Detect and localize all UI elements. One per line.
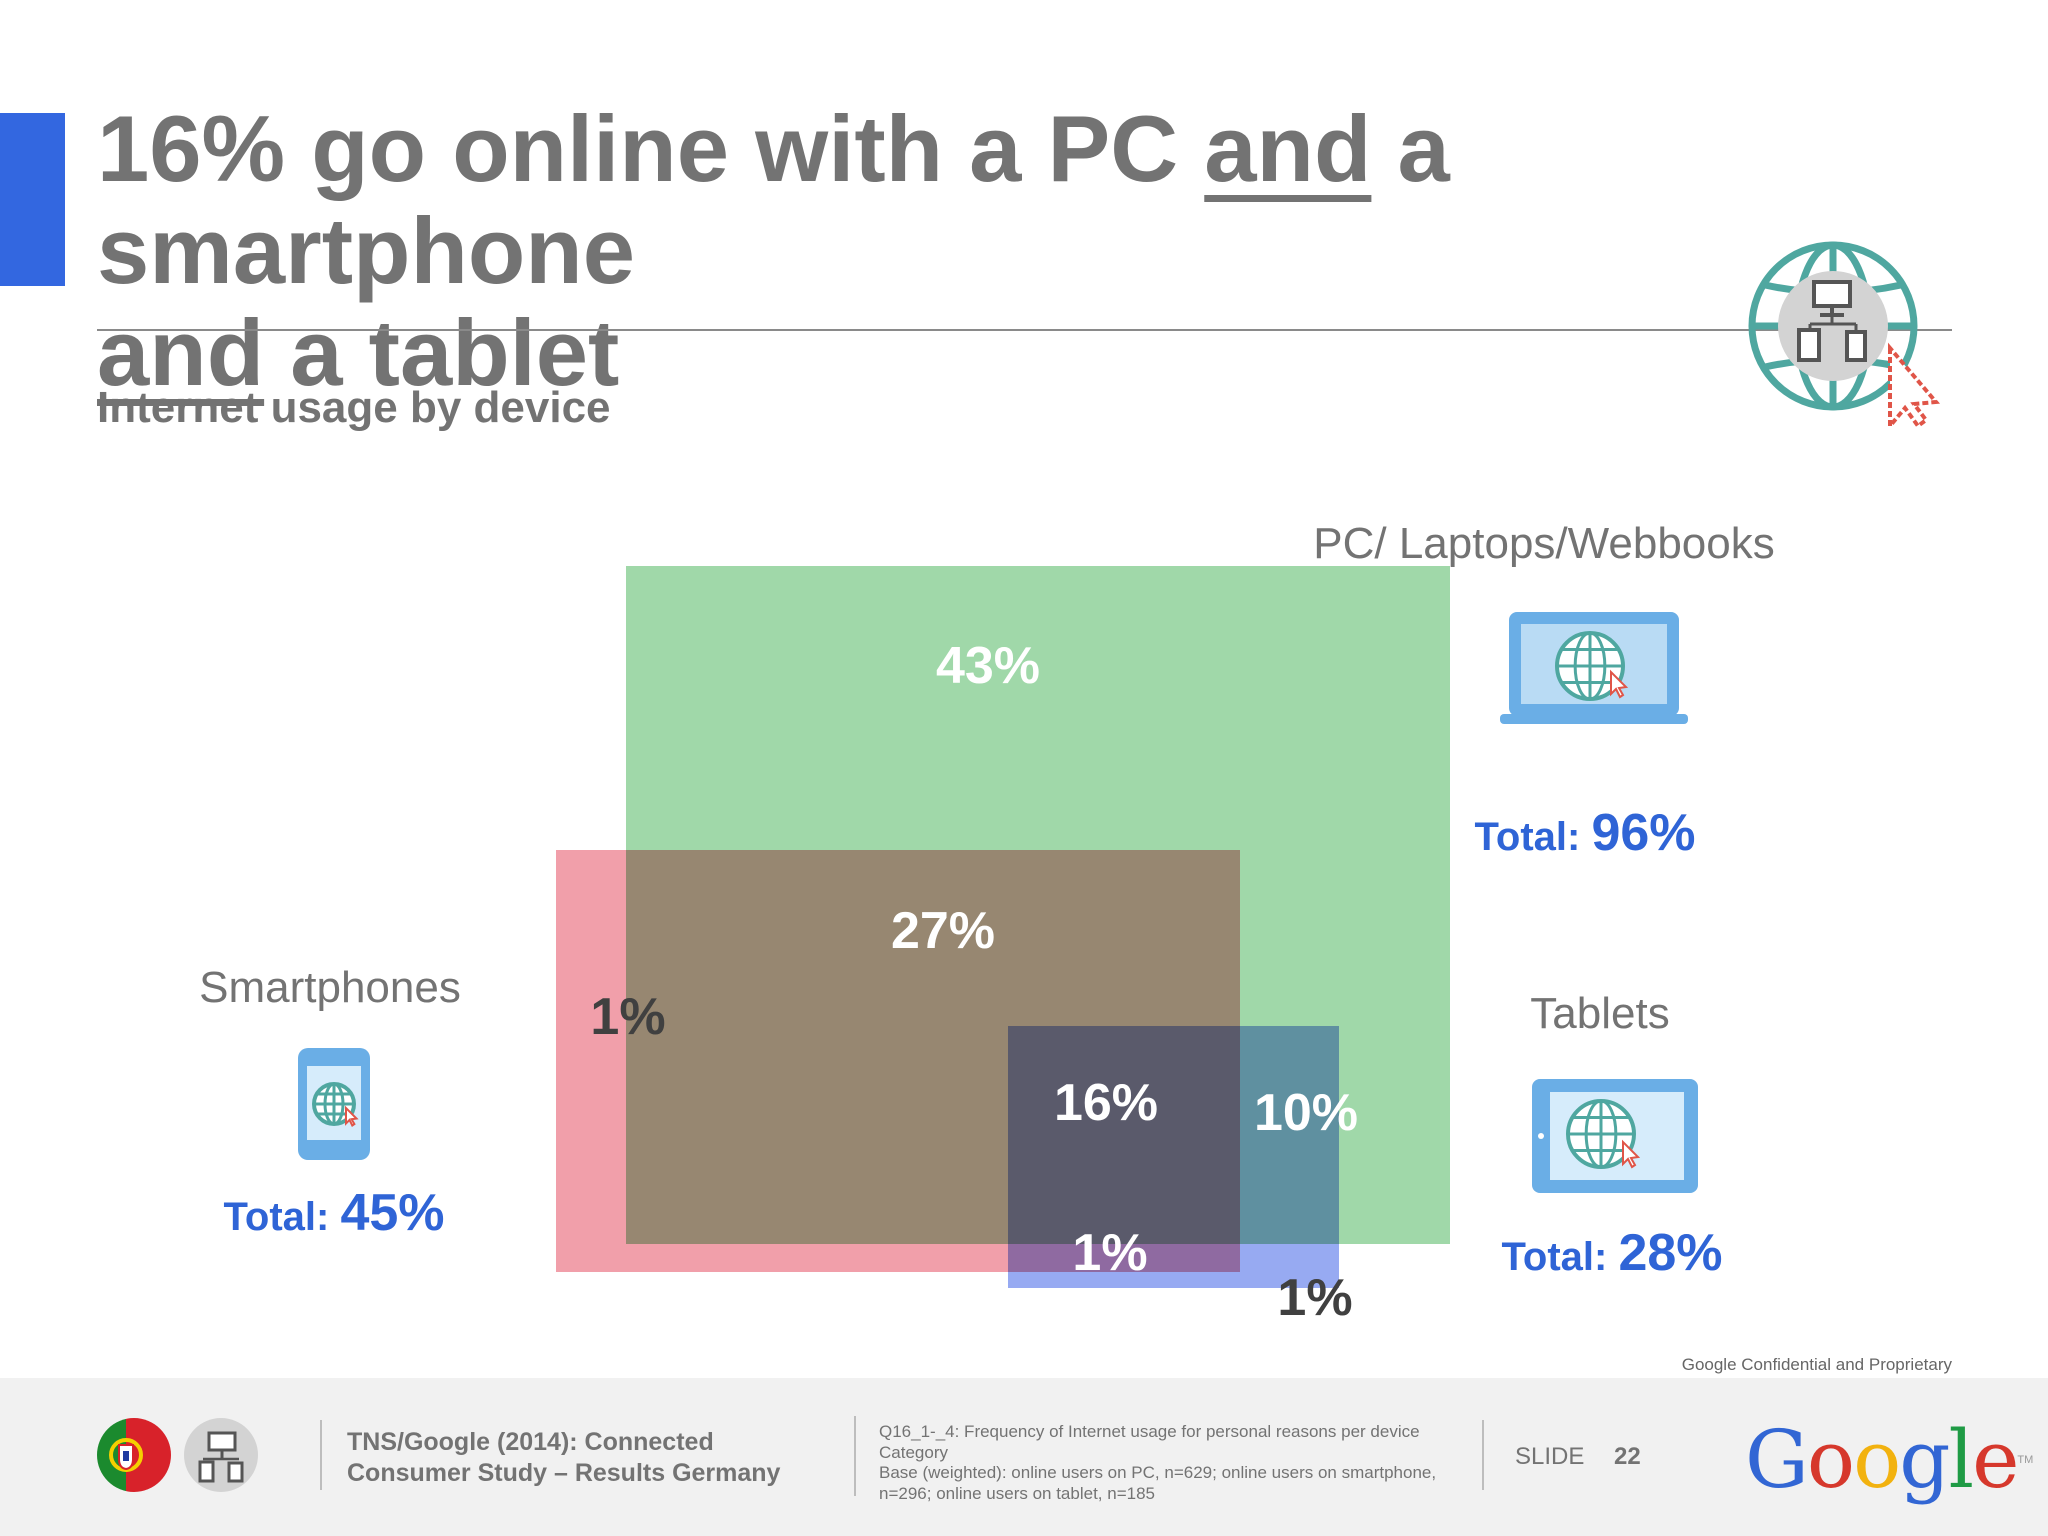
total-label: Total: — [1501, 1235, 1618, 1279]
google-logo-trademark: TM — [2017, 1454, 2034, 1466]
tablet-home-button — [1538, 1133, 1544, 1139]
google-logo-wordmark: Google — [1745, 1413, 2019, 1506]
title-underlined-and: and — [97, 300, 265, 405]
laptop-base — [1500, 714, 1688, 724]
set-tablets-rect — [1008, 1026, 1339, 1288]
title-accent-bar — [0, 113, 65, 286]
title-part: 16% go online with a PC — [97, 96, 1205, 201]
region-value-label: 27% — [891, 902, 995, 960]
confidential-notice: Google Confidential and Proprietary — [1681, 1355, 1952, 1374]
set-label-pc: PC/ Laptops/Webbooks — [1313, 519, 1774, 568]
google-logo: GoogleTM — [1745, 1415, 2033, 1505]
globe-devices-icon — [1748, 241, 1941, 430]
footer-divider — [854, 1416, 856, 1496]
laptop-cursor — [1610, 669, 1629, 699]
google-logo-letter: o — [1806, 1413, 1855, 1506]
region-value-label: 16% — [1054, 1074, 1158, 1132]
slide-label: SLIDE — [1515, 1443, 1585, 1470]
google-logo-letter: e — [1972, 1413, 2019, 1506]
devices-icon — [184, 1418, 258, 1492]
base-note: Q16_1-_4: Frequency of Internet usage fo… — [879, 1422, 1437, 1503]
google-logo-letter: G — [1745, 1413, 1809, 1506]
region-value-label: 1% — [1072, 1224, 1147, 1282]
title-part: a smartphone — [97, 96, 1450, 303]
region-value-label: 1% — [590, 988, 665, 1046]
google-logo-letter: g — [1899, 1413, 1950, 1506]
total-label: Total: — [1474, 815, 1591, 859]
set-label-tablets: Tablets — [1530, 989, 1669, 1038]
total-value: 45% — [340, 1184, 444, 1242]
total-label: Total: — [223, 1195, 340, 1239]
title-part: a tablet — [264, 300, 620, 405]
title-underlined-and: and — [1204, 96, 1372, 201]
slide-title: 16% go online with a PC and a smartphone… — [97, 98, 1997, 404]
footer-divider — [320, 1420, 322, 1490]
region-value-label: 10% — [1254, 1084, 1358, 1142]
chart-subtitle: Internet usage by device — [97, 383, 611, 432]
total-tablets: Total: 28% — [1501, 1224, 1722, 1282]
smartphone-cursor — [345, 1105, 359, 1127]
set-label-smartphones: Smartphones — [199, 963, 461, 1012]
tablet-cursor — [1622, 1139, 1641, 1169]
region-value-label: 1% — [1277, 1269, 1352, 1327]
total-value: 96% — [1591, 804, 1695, 862]
footer — [0, 1378, 2048, 1536]
region-value-label: 43% — [936, 637, 1040, 695]
footer-divider — [1482, 1420, 1484, 1490]
google-logo-letter: o — [1853, 1413, 1901, 1506]
total-pc: Total: 96% — [1474, 804, 1695, 862]
google-logo-letter: l — [1948, 1413, 1974, 1506]
source-citation: TNS/Google (2014): Connected Consumer St… — [347, 1428, 781, 1487]
total-value: 28% — [1618, 1224, 1722, 1282]
portugal-flag-icon — [97, 1418, 171, 1492]
title-divider — [97, 329, 1952, 331]
slide-number: 22 — [1614, 1443, 1641, 1470]
total-smartphones: Total: 45% — [223, 1184, 444, 1242]
